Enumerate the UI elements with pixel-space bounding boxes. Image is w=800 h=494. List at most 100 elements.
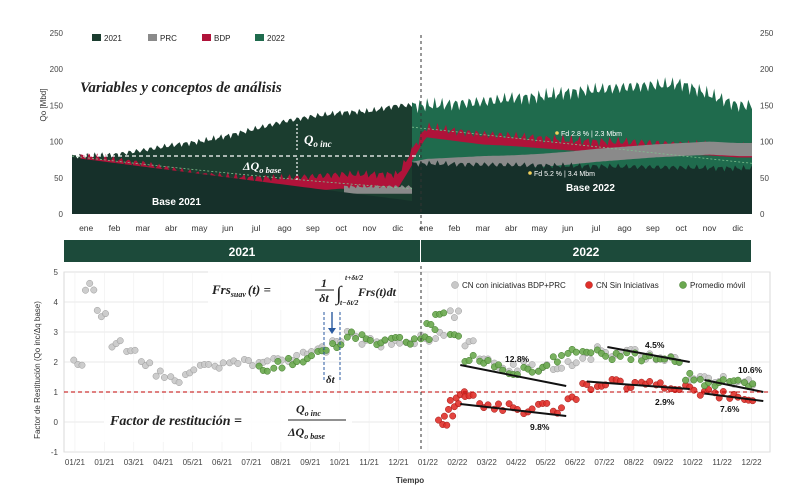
pct-label-3: 10.6%: [738, 365, 763, 375]
top-areas: [71, 77, 753, 214]
point-con: [86, 279, 94, 287]
point-con: [293, 351, 301, 359]
trend-line: [704, 392, 764, 402]
bottom-x-tick: 06/21: [212, 458, 233, 467]
point-prom: [263, 367, 271, 375]
legend-marker-prom: [679, 281, 687, 289]
point-con: [558, 364, 565, 372]
point-con: [528, 361, 536, 369]
point-prom: [348, 328, 355, 336]
point-prom: [285, 354, 292, 362]
point-prom: [440, 309, 448, 317]
bottom-x-tick: 01/21: [65, 458, 86, 467]
integral-lower: t−δt/2: [340, 298, 359, 307]
top-month-label: dic: [732, 223, 744, 233]
point-con: [146, 359, 154, 367]
bottom-x-tick: 01/22: [418, 458, 439, 467]
point-sin: [449, 412, 457, 420]
point-prom: [484, 357, 492, 364]
legend-label-prom: Promedio móvil: [690, 281, 745, 290]
point-prom: [627, 356, 635, 364]
point-prom: [274, 357, 282, 365]
point-prom: [682, 376, 690, 384]
point-con: [455, 307, 462, 315]
area-bdp-2021: [80, 146, 412, 193]
top-month-label: sep: [306, 223, 320, 233]
point-con: [219, 359, 227, 367]
bottom-x-tick: 09/21: [300, 458, 321, 467]
fd2-label: Fd 5.2 % | 3.4 Mbm: [534, 171, 595, 178]
point-prom: [719, 376, 727, 384]
point-prom: [572, 348, 580, 356]
point-con: [587, 356, 595, 363]
bottom-x-tick: 08/21: [271, 458, 292, 467]
restitution-den: ΔQo base: [287, 425, 325, 441]
top-month-label: abr: [505, 223, 517, 233]
point-sin: [440, 412, 448, 420]
top-month-label: nov: [703, 223, 717, 233]
point-prom: [608, 356, 616, 364]
top-month-label: jun: [221, 223, 234, 233]
bottom-y-tick: 1: [54, 388, 59, 397]
bottom-y-tick: 2: [54, 358, 59, 367]
area-base-2022: [412, 160, 752, 214]
trend-line: [460, 403, 567, 417]
point-prom: [564, 349, 572, 357]
restitution-formula: Factor de restitución = Qo inc ΔQo base: [104, 400, 352, 442]
fd1-label: Fd 2.8 % | 2.3 Mbm: [561, 131, 622, 138]
top-y-tick-left: 200: [50, 65, 64, 74]
trend-line: [607, 346, 690, 363]
bottom-ylabel: Factor de Restitución (Qo inc/Δq base): [33, 301, 42, 439]
decline-curve-2022: [411, 126, 753, 164]
top-month-labels: ene feb mar abr may jun jul ago sep oct nov dic ene f…: [79, 223, 744, 233]
bottom-x-tick: 11/22: [712, 458, 732, 467]
pct-label-6: 7.6%: [720, 404, 740, 414]
top-y-tick-left: 250: [50, 29, 64, 38]
point-sin: [443, 421, 451, 429]
top-month-label: may: [191, 223, 208, 233]
bottom-y-tick: 4: [54, 298, 59, 307]
point-prom: [638, 357, 645, 365]
top-month-label: sep: [646, 223, 660, 233]
year-band-2022: [421, 240, 751, 262]
top-y-tick-left: 100: [50, 138, 64, 147]
base-2022-label: Base 2022: [566, 183, 615, 194]
point-con: [131, 346, 139, 354]
bottom-x-tick: 03/21: [124, 458, 145, 467]
point-con: [358, 340, 366, 348]
point-con: [215, 364, 223, 372]
bottom-x-tick: 04/22: [506, 458, 527, 467]
point-con: [450, 314, 458, 322]
point-sin: [505, 400, 513, 408]
legend-label-2022: 2022: [267, 34, 285, 43]
area-prc-2022: [412, 141, 752, 175]
top-month-label: mar: [476, 223, 491, 233]
top-month-label: abr: [165, 223, 177, 233]
point-prom: [406, 340, 414, 348]
bottom-x-tick: 10/22: [683, 458, 704, 467]
point-con: [137, 358, 145, 366]
point-sin: [495, 400, 502, 408]
legend-swatch-2022: [255, 34, 264, 41]
top-y-tick-right: 150: [760, 101, 774, 110]
bottom-y-ticks: -1 0 1 2 3 4 5: [51, 268, 59, 457]
year-band: 2021 2022: [64, 240, 751, 262]
point-sin: [583, 381, 591, 388]
dq-base-label: ΔQo base: [242, 159, 281, 175]
point-con: [152, 372, 160, 380]
year-band-2021: [64, 240, 420, 262]
point-con: [446, 307, 454, 315]
point-prom: [696, 375, 704, 383]
top-month-label: jun: [561, 223, 574, 233]
top-month-label: oct: [675, 223, 687, 233]
area-base-2021: [72, 157, 412, 214]
point-prom: [358, 331, 366, 339]
point-con: [167, 373, 175, 381]
bottom-y-tick: -1: [51, 448, 59, 457]
point-prom: [337, 341, 345, 349]
point-sin: [435, 416, 442, 424]
top-y-tick-right: 200: [760, 65, 774, 74]
legend-label-2021: 2021: [104, 34, 122, 43]
